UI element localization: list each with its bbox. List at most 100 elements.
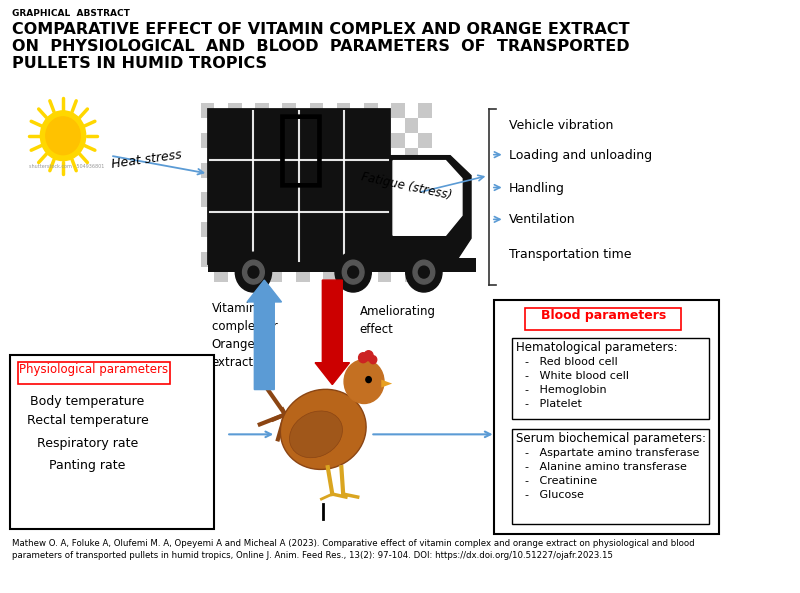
Bar [337,133,350,148]
Bar [378,208,391,222]
Bar [269,208,282,222]
Bar [337,162,350,177]
Bar [296,177,310,193]
Text: Fatigue (stress): Fatigue (stress) [359,171,453,202]
Circle shape [348,266,358,278]
Bar [269,252,282,267]
Bar [201,267,214,282]
Bar [405,252,418,267]
Bar [255,162,269,177]
Text: ON  PHYSIOLOGICAL  AND  BLOOD  PARAMETERS  OF  TRANSPORTED: ON PHYSIOLOGICAL AND BLOOD PARAMETERS OF… [12,39,630,54]
Bar [296,208,310,222]
Bar [282,267,296,282]
Ellipse shape [290,411,342,458]
Bar [350,118,364,133]
Bar [269,222,282,237]
Bar [323,103,337,118]
Bar [255,208,269,222]
Bar [364,208,378,222]
Bar [337,103,350,118]
Text: Rectal temperature: Rectal temperature [26,415,148,428]
Bar [214,252,228,267]
Bar [208,109,390,263]
Bar [378,148,391,162]
Bar [391,252,405,267]
Text: -   Hemoglobin: - Hemoglobin [526,385,607,394]
Bar [391,148,405,162]
Bar [350,177,364,193]
Bar [228,162,242,177]
Circle shape [342,260,364,284]
Bar [282,252,296,267]
Bar [378,177,391,193]
Bar [214,208,228,222]
Bar [228,103,242,118]
Bar [405,208,418,222]
Bar [310,252,323,267]
Bar [269,133,282,148]
Bar [350,148,364,162]
Bar [18,362,170,384]
FancyArrow shape [247,280,282,390]
Bar [228,177,242,193]
Bar [214,162,228,177]
Bar [337,177,350,193]
Bar [418,267,432,282]
Bar [282,103,296,118]
Bar [214,222,228,237]
Bar [512,429,710,524]
Bar [378,118,391,133]
Bar [201,103,214,118]
Bar [494,300,718,534]
Bar [201,177,214,193]
Bar [296,237,310,252]
Bar [337,222,350,237]
Ellipse shape [280,390,366,470]
Bar [310,133,323,148]
Bar [418,162,432,177]
Bar [282,177,296,193]
Bar [214,103,228,118]
Bar [378,237,391,252]
Bar [378,267,391,282]
Bar [391,193,405,208]
Bar [364,103,378,118]
Text: Body temperature: Body temperature [30,394,145,407]
Bar [350,103,364,118]
Bar [228,252,242,267]
Bar [269,148,282,162]
Bar [418,118,432,133]
Bar [214,267,228,282]
Bar [214,177,228,193]
Bar [282,118,296,133]
Bar [405,162,418,177]
FancyArrow shape [315,280,350,385]
Bar [296,148,310,162]
Text: Blood parameters: Blood parameters [541,309,666,322]
Bar [391,222,405,237]
Bar [350,252,364,267]
Bar [364,118,378,133]
Bar [242,118,255,133]
Bar [337,267,350,282]
Bar [242,267,255,282]
Bar [418,133,432,148]
Bar [296,133,310,148]
Bar [201,133,214,148]
Bar [378,222,391,237]
Bar [310,267,323,282]
Text: Physiological parameters: Physiological parameters [19,363,169,376]
Bar [228,222,242,237]
Bar [242,193,255,208]
Circle shape [406,252,442,292]
Bar [282,133,296,148]
Text: -   Red blood cell: - Red blood cell [526,357,618,366]
Bar [364,148,378,162]
Bar [364,237,378,252]
Bar [269,267,282,282]
Bar [242,103,255,118]
Bar [228,118,242,133]
Bar [418,148,432,162]
Bar [255,252,269,267]
Bar [323,222,337,237]
